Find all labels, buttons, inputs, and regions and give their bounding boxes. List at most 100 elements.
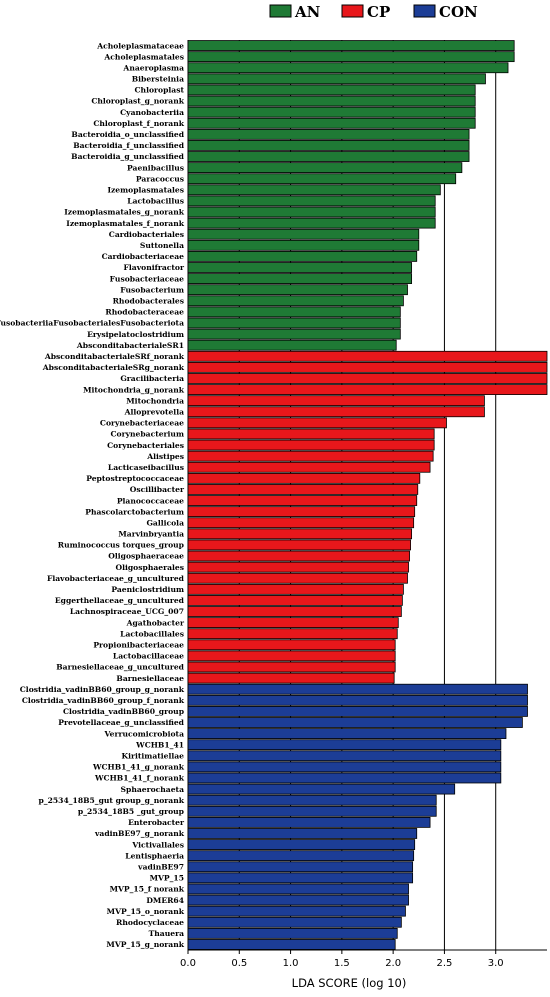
category-label: Alloprevotella [124, 407, 184, 416]
bar-cp [187, 517, 415, 529]
plot-area: Acholeplasmataceae Acholeplasmatales Anaer… [0, 40, 548, 950]
category-label: Eggerthellaceae_g_uncultured [55, 596, 185, 605]
category-label: MVP_15_o_norank [107, 907, 185, 916]
x-tick-label: 2.0 [385, 958, 401, 969]
category-label: Kiritimatiellae [122, 751, 185, 760]
category-label: Clostridia_vadinBB60_group [63, 707, 184, 716]
bar-cp [187, 472, 421, 484]
category-label: MVP_15_g_norank [106, 940, 184, 949]
category-label: Lactobacillaceae [113, 652, 184, 661]
bar-con [187, 728, 507, 739]
bar-an [187, 95, 476, 107]
category-label: Phascolarctobacterium [85, 507, 184, 516]
category-label: p_2534_18B5 _gut_group [78, 807, 184, 816]
bar-con [187, 805, 437, 817]
bar-an [187, 295, 404, 307]
category-label: Flavonifractor [124, 263, 185, 272]
category-label: Fusobacterium [120, 285, 184, 294]
category-label: MVP_15 [150, 874, 184, 883]
category-label: Paenibacillus [127, 163, 184, 172]
category-label: Victivallales [131, 840, 184, 849]
bar-con [187, 717, 523, 728]
category-label: Izemoplasmatales_f_norank [66, 219, 184, 228]
category-label: Peptostreptococcaceae [86, 474, 184, 483]
category-label: WCHB1_41 [135, 740, 184, 749]
bar-con [187, 828, 418, 839]
category-label: Paeniclostridium [111, 585, 184, 594]
x-tick-label: 2.5 [436, 958, 452, 969]
bar-an [187, 284, 408, 296]
category-label: Oscillibacter [130, 485, 185, 494]
x-tick-label: 0.5 [231, 958, 247, 969]
bar-con [187, 739, 502, 751]
category-label: AbsconditabacterialeSRf_norank [44, 352, 185, 361]
bar-cp [187, 628, 398, 640]
category-label: Acholeplasmatales [103, 52, 184, 61]
category-label: Enterobacter [128, 818, 185, 827]
category-label: Planococcaceae [117, 496, 184, 505]
category-label: Prevotellaceae_g_unclassified [58, 718, 184, 727]
category-label: Barnesiellaceae [116, 674, 184, 683]
bar-con [187, 761, 502, 773]
bar-cp [187, 583, 404, 595]
bar-an [187, 317, 401, 329]
bar-an [187, 140, 470, 151]
bar-cp [187, 417, 447, 429]
bar-con [187, 750, 502, 762]
bar-an [187, 217, 436, 229]
bar-cp [187, 550, 410, 562]
bar-cp [187, 361, 548, 373]
category-label: Verrucomicrobiota [103, 729, 184, 738]
bar-cp [187, 561, 409, 573]
category-label: Marvinbryantia [118, 530, 184, 539]
bar-an [187, 117, 476, 129]
category-label: Thauera [149, 929, 184, 938]
category-label: MVP_15_f norank [110, 885, 185, 894]
category-label: AbsconditabacterialeSRg_norank [42, 363, 185, 372]
x-tick-label: 1.0 [283, 958, 299, 969]
category-label: Suttonella [140, 241, 184, 250]
bar-an [187, 239, 420, 251]
bar-con [187, 816, 431, 828]
category-label: p_2534_18B5_gut group_g_norank [39, 796, 185, 805]
bar-con [187, 839, 416, 850]
bar-cp [187, 428, 435, 440]
bar-cp [187, 406, 485, 418]
category-label: Bacteroidia_o_unclassified [71, 130, 184, 139]
category-label: Barnesiellaceae_g_uncultured [56, 663, 184, 672]
bar-con [187, 694, 528, 706]
category-label: Lentisphaeria [125, 851, 184, 860]
category-label: Corynebacterium [110, 430, 184, 439]
bar-cp [187, 617, 399, 629]
category-label: Rhodocyclaceae [116, 918, 184, 927]
bar-cp [187, 373, 548, 384]
bar-cp [187, 461, 431, 473]
category-label: FusobacteriiaFusobacterialesFusobacterio… [0, 319, 184, 328]
category-label: Fusobacteriaceae [110, 274, 184, 283]
bar-an [187, 40, 515, 51]
category-label: Paracoccus [136, 174, 184, 183]
bar-an [187, 173, 457, 185]
category-label: Lactobacillales [120, 629, 184, 638]
bar-cp [187, 650, 396, 662]
category-label: vadinBE97_g_norank [94, 829, 185, 838]
bar-con [187, 772, 502, 784]
category-label: Corynebacteriales [107, 441, 184, 450]
legend-label-cp: CP [367, 3, 390, 21]
bar-an [187, 62, 509, 74]
category-label: Mitochondria_g_norank [83, 385, 185, 394]
category-label: Cyanobacteriia [120, 108, 184, 117]
bar-an [187, 73, 486, 85]
bar-cp [187, 506, 416, 518]
bar-an [187, 84, 476, 96]
bar-con [187, 927, 398, 939]
x-axis: 0.0 0.5 1.0 1.5 2.0 2.5 3.0 [180, 949, 547, 969]
bar-con [187, 872, 414, 884]
bar-cp [187, 672, 395, 684]
bar-an [187, 262, 413, 273]
category-label: Clostridia_vadinBB60_group_f_norank [22, 696, 185, 705]
category-label: Bacteroidia_g_unclassified [71, 152, 185, 161]
x-axis-title: LDA SCORE (log 10) [292, 976, 407, 990]
x-tick-label: 3.0 [488, 958, 504, 969]
